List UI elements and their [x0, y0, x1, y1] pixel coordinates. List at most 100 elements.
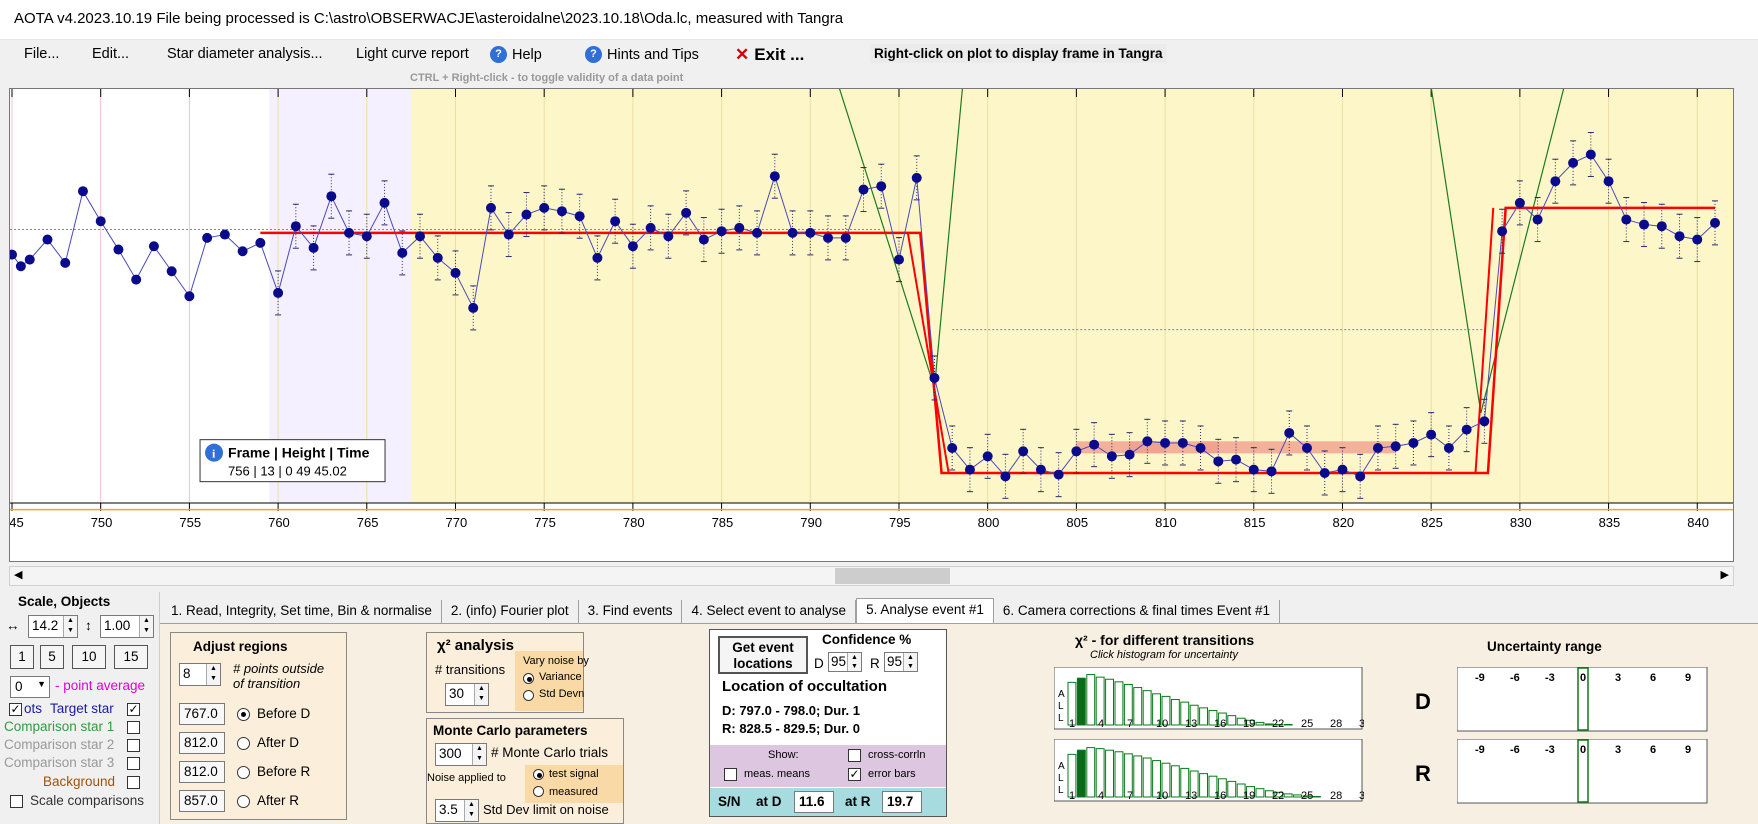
r-edge-line: [1474, 207, 1495, 474]
scroll-right-icon[interactable]: ▶: [1720, 569, 1729, 581]
scale-10-button[interactable]: 10: [72, 645, 106, 669]
light-curve-plot[interactable]: 745 750 755 760 765 770 775 780 785 790 795 800 805 8…: [2, 0, 1734, 562]
histogram-bar: [1246, 719, 1256, 726]
meas-means-label: meas. means: [744, 768, 811, 780]
scroll-left-icon[interactable]: ◀: [14, 569, 23, 581]
histogram-bar: [1152, 693, 1161, 726]
histogram-bar: [1274, 791, 1284, 798]
dots-checkbox[interactable]: ✓: [9, 702, 22, 716]
tab-camera-corrections[interactable]: 6. Camera corrections & final times Even…: [993, 600, 1281, 624]
monte-carlo-trials-spinner[interactable]: 300 ▲ ▼: [435, 743, 487, 766]
get-event-locations-button[interactable]: Get event locations: [718, 636, 808, 674]
points-outside-spinner[interactable]: 8 ▲ ▼: [179, 663, 221, 686]
background-checkbox[interactable]: [127, 776, 140, 789]
data-point: [947, 442, 958, 453]
data-point: [911, 172, 922, 183]
data-point: [1621, 214, 1632, 225]
histogram-label: 28: [1330, 718, 1342, 730]
histogram-bar: [1114, 681, 1124, 726]
after-d-label: After D: [257, 735, 300, 750]
tab-read[interactable]: 1. Read, Integrity, Set time, Bin & norm…: [162, 600, 442, 624]
uncertainty-zero-bar: [1577, 667, 1589, 731]
menu-hints[interactable]: ? Hints and Tips: [585, 46, 699, 63]
uncertainty-d[interactable]: -9 -6 -3 0 3 6 9: [1457, 667, 1708, 733]
menu-file[interactable]: File...: [24, 46, 60, 62]
after-d-radio[interactable]: [237, 737, 250, 750]
comparison-star-1-checkbox[interactable]: [127, 721, 140, 734]
transitions-spinner[interactable]: 30 ▲ ▼: [445, 683, 489, 706]
menu-help[interactable]: ? Help: [490, 46, 542, 63]
data-point: [716, 226, 727, 237]
histogram-bar: [1236, 783, 1246, 798]
data-point: [876, 181, 887, 192]
data-point: [1266, 466, 1277, 477]
tab-select-event[interactable]: 4. Select event to analyse: [682, 600, 857, 624]
d-location: D: 797.0 - 798.0; Dur. 1: [722, 703, 861, 718]
histogram-bar: [1217, 712, 1227, 726]
variance-radio[interactable]: [523, 673, 534, 684]
tab-analyse-event[interactable]: 5. Analyse event #1: [856, 598, 994, 624]
data-point: [1000, 471, 1011, 482]
histogram-bar: [1255, 788, 1265, 798]
scroll-thumb[interactable]: [835, 568, 950, 584]
test-signal-radio[interactable]: [533, 769, 544, 780]
data-point: [379, 197, 390, 208]
scale-comparisons-checkbox[interactable]: [10, 795, 23, 808]
cross-corr-checkbox[interactable]: [848, 749, 861, 762]
after-r-radio[interactable]: [237, 795, 250, 808]
menu-star-diameter[interactable]: Star diameter analysis...: [167, 46, 323, 62]
comparison-star-2-checkbox[interactable]: [127, 739, 140, 752]
uncertainty-r[interactable]: -9 -6 -3 0 3 6 9: [1457, 739, 1708, 805]
x-tick-label: 760: [268, 515, 290, 530]
x-tick-label: 785: [712, 515, 734, 530]
error-bars-label: error bars: [868, 768, 916, 780]
tab-fourier[interactable]: 2. (info) Fourier plot: [441, 600, 579, 624]
cross-corr-label: cross-corrln: [868, 749, 926, 761]
tab-find-events[interactable]: 3. Find events: [578, 600, 683, 624]
uncertainty-label: -9: [1475, 744, 1485, 756]
menu-edit[interactable]: Edit...: [92, 46, 130, 62]
scale-5-button[interactable]: 5: [40, 645, 64, 669]
target-star-checkbox[interactable]: ✓: [127, 702, 140, 716]
horizontal-scale-spinner[interactable]: 14.2 ▲ ▼: [28, 615, 78, 638]
histogram-axis-letter: L: [1058, 713, 1064, 724]
menu-light-curve-report[interactable]: Light curve report: [356, 46, 469, 62]
std-dev-limit-spinner[interactable]: 3.5 ▲ ▼: [435, 799, 479, 822]
x-tick-label: 765: [357, 515, 379, 530]
light-curve-chart[interactable]: 745 750 755 760 765 770 775 780 785 790 795 800 805 8…: [2, 0, 1733, 561]
chi-histogram-d[interactable]: ALL 1 4 7 10 13 16 19 22 25 28 3: [1054, 667, 1364, 731]
data-point: [24, 254, 35, 265]
histogram-bar: [1255, 721, 1265, 726]
chi-histogram-r[interactable]: ALL 1 4 7 10 13 16 19 22 25 28 3: [1054, 739, 1364, 803]
x-tick-label: 790: [800, 515, 822, 530]
data-point: [131, 274, 142, 285]
data-point: [1372, 442, 1383, 453]
vertical-scale-spinner[interactable]: 1.00 ▲ ▼: [100, 615, 154, 638]
confidence-r-spinner[interactable]: 95 ▲ ▼: [884, 652, 918, 672]
error-bars-checkbox[interactable]: ✓: [848, 767, 861, 781]
histogram-bar: [1264, 723, 1274, 726]
scale-15-button[interactable]: 15: [114, 645, 148, 669]
scale-1-button[interactable]: 1: [10, 645, 34, 669]
data-point: [344, 227, 355, 238]
data-point: [415, 231, 426, 242]
meas-means-checkbox[interactable]: [724, 768, 737, 781]
menu-exit[interactable]: ✕ Exit ...: [735, 45, 804, 65]
data-point: [929, 372, 940, 383]
before-r-radio[interactable]: [237, 766, 250, 779]
before-d-radio[interactable]: [237, 708, 250, 721]
std-devn-radio[interactable]: [523, 690, 534, 701]
data-point: [539, 202, 550, 213]
data-point: [1018, 446, 1029, 457]
plot-scrollbar[interactable]: ◀ ▶: [9, 566, 1734, 586]
point-average-select[interactable]: 0 ▼: [10, 676, 50, 698]
x-tick-label: 815: [1244, 515, 1266, 530]
measured-radio[interactable]: [533, 786, 544, 797]
data-point: [60, 257, 71, 268]
confidence-d-spinner[interactable]: 95 ▲ ▼: [828, 652, 862, 672]
event-band: [1200, 441, 1396, 454]
comparison-star-3-checkbox[interactable]: [127, 757, 140, 770]
std-dev-limit-label: Std Dev limit on noise: [483, 802, 609, 817]
histogram-bar: [1199, 707, 1209, 726]
data-point: [556, 206, 567, 217]
